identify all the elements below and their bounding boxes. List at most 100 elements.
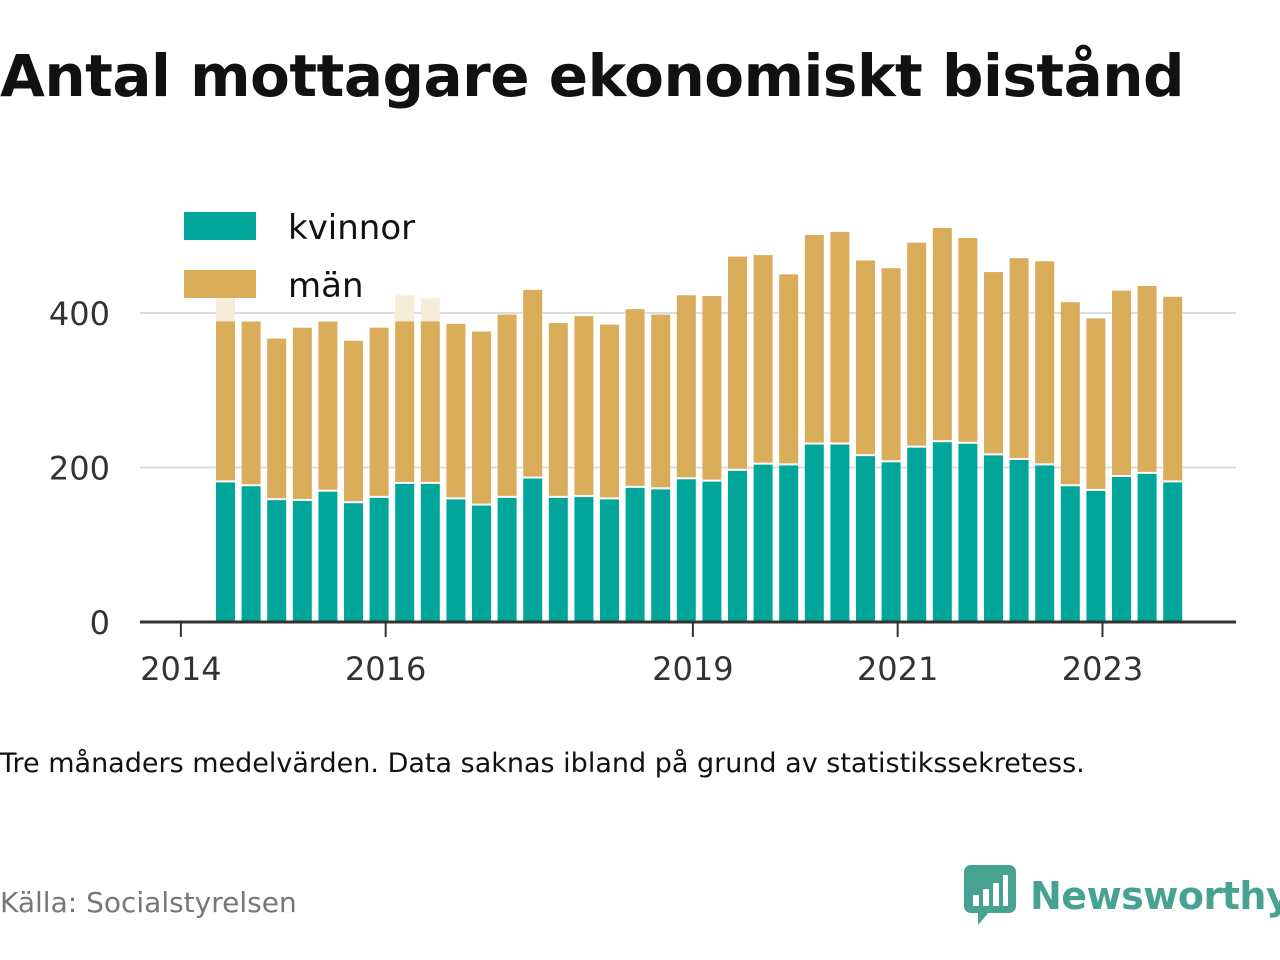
bar-incomplete	[395, 295, 415, 322]
bar-kvinnor	[395, 483, 415, 622]
bar-kvinnor	[702, 481, 722, 622]
newsworthy-logo-icon	[964, 865, 1016, 925]
bar-kvinnor	[318, 491, 338, 622]
x-tick-label: 2019	[652, 650, 733, 688]
bar-kvinnor	[1035, 465, 1055, 622]
bar-man	[472, 331, 491, 504]
x-tick-label: 2014	[140, 650, 221, 688]
bar-man	[267, 338, 287, 499]
bar-kvinnor	[830, 444, 850, 622]
bar-man	[344, 340, 363, 502]
bar-man	[779, 274, 799, 464]
bar-man	[881, 268, 901, 461]
bar-kvinnor	[216, 482, 235, 622]
bar-kvinnor	[523, 478, 543, 622]
bar-man	[369, 327, 389, 496]
bar-kvinnor	[344, 503, 363, 622]
bar-kvinnor	[1060, 486, 1080, 622]
bar-man	[753, 255, 773, 463]
bar-man	[676, 295, 696, 478]
newsworthy-logo[interactable]: Newsworthy	[964, 864, 1280, 928]
brand-name: Newsworthy	[1030, 874, 1280, 918]
source-text: Källa: Socialstyrelsen	[0, 886, 297, 919]
y-tick-label: 400	[49, 295, 110, 333]
x-tick-label: 2016	[345, 650, 426, 688]
bar-man	[318, 321, 338, 490]
bar-kvinnor	[958, 443, 978, 622]
bars	[216, 228, 1183, 622]
legend-label: män	[288, 266, 364, 306]
bar-man	[420, 321, 440, 482]
bar-kvinnor	[472, 505, 491, 622]
bar-kvinnor	[932, 442, 952, 622]
bar-man	[1009, 258, 1029, 459]
bar-incomplete	[216, 297, 235, 322]
bar-man	[907, 242, 927, 446]
bar-man	[446, 323, 466, 498]
bar-man	[1060, 302, 1080, 485]
bar-man	[600, 324, 619, 498]
bar-incomplete	[420, 298, 440, 322]
bar-man	[1163, 296, 1183, 481]
bar-kvinnor	[1009, 460, 1029, 622]
bar-man	[497, 314, 517, 496]
bar-man	[625, 309, 645, 486]
bar-kvinnor	[907, 447, 927, 622]
bar-kvinnor	[446, 499, 466, 622]
bar-kvinnor	[420, 483, 440, 622]
bar-man	[216, 321, 235, 481]
bar-man	[856, 260, 875, 455]
bar-man	[984, 272, 1003, 454]
legend-label: kvinnor	[288, 208, 415, 248]
bar-man	[395, 321, 415, 482]
bar-kvinnor	[625, 487, 645, 622]
bar-kvinnor	[548, 497, 568, 622]
bar-man	[523, 289, 543, 477]
chart-title: Antal mottagare ekonomiskt bistånd	[0, 42, 1185, 110]
bar-kvinnor	[600, 499, 619, 622]
bar-man	[1112, 290, 1131, 475]
bar-man	[241, 321, 261, 485]
bar-kvinnor	[676, 479, 696, 622]
bar-kvinnor	[574, 497, 594, 622]
bar-chart: 2014 2016 2019 2021 2023 0 200 400 kvinnor män	[49, 208, 1236, 688]
y-axis: 0 200 400	[49, 295, 110, 642]
bar-kvinnor	[1086, 490, 1106, 622]
x-tick-label: 2023	[1062, 650, 1143, 688]
bar-man	[1035, 261, 1055, 464]
bar-kvinnor	[1163, 482, 1183, 622]
bar-kvinnor	[267, 500, 287, 622]
legend-swatch	[184, 212, 256, 240]
bar-kvinnor	[1137, 473, 1157, 622]
bar-man	[548, 323, 568, 496]
bar-man	[1137, 285, 1157, 472]
bar-man	[574, 316, 594, 496]
legend: kvinnor män	[184, 208, 415, 306]
bar-man	[804, 234, 824, 443]
bar-kvinnor	[651, 489, 671, 622]
y-tick-label: 0	[90, 604, 110, 642]
bar-kvinnor	[497, 497, 517, 622]
legend-swatch	[184, 270, 256, 298]
bar-man	[932, 228, 952, 441]
bar-kvinnor	[728, 470, 747, 622]
y-tick-label: 200	[49, 450, 110, 488]
bar-man	[702, 296, 722, 480]
bar-man	[1086, 318, 1106, 489]
bar-man	[830, 231, 850, 443]
bar-man	[958, 238, 978, 442]
x-axis: 2014 2016 2019 2021 2023	[140, 620, 1236, 688]
bar-kvinnor	[984, 455, 1003, 622]
bar-kvinnor	[241, 486, 261, 622]
bar-kvinnor	[856, 456, 875, 622]
bar-man	[651, 314, 671, 488]
bar-kvinnor	[753, 464, 773, 622]
bar-man	[728, 256, 747, 469]
bar-kvinnor	[881, 462, 901, 622]
chart-note: Tre månaders medelvärden. Data saknas ib…	[0, 748, 1085, 779]
bar-kvinnor	[292, 500, 312, 622]
bar-kvinnor	[779, 465, 799, 622]
bar-man	[292, 327, 312, 499]
x-tick-label: 2021	[857, 650, 938, 688]
bar-kvinnor	[804, 444, 824, 622]
